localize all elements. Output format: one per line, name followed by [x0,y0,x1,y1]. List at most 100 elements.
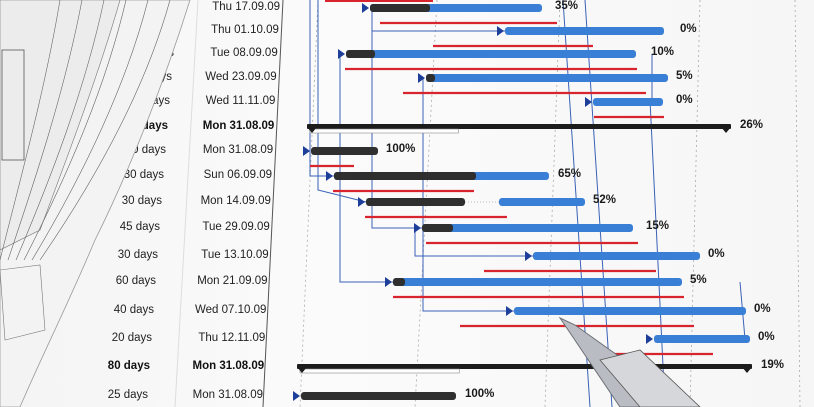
finish-date-cell: Mon 31.08.09 [192,360,265,372]
summary-start-marker [307,127,317,133]
percent-complete-label: 0% [708,248,725,260]
link-arrow-icon [497,26,504,36]
percent-complete-label: 10% [651,46,675,58]
summary-end-marker [742,367,752,373]
finish-date-cell: Tue 29.09.09 [202,221,270,233]
summary-end-marker [721,127,731,133]
task-bar [505,27,664,35]
percent-complete-label: 35% [555,0,579,12]
percent-complete-label: 65% [558,168,582,180]
percent-complete-label: 5% [676,70,693,82]
progress-bar [426,74,435,82]
link-arrow-icon [362,3,369,13]
finish-date-cell: Mon 31.08.09 [202,120,275,132]
task-bar [346,50,636,58]
column-divider [262,0,284,407]
duration-cell: 60 days [115,275,156,287]
link-arrow-icon [385,277,392,287]
finish-date-cell: Mon 14.09.09 [200,195,271,207]
task-bar [514,307,746,315]
percent-complete-label: 15% [646,220,670,232]
link-arrow-icon [358,197,365,207]
blueprint-line [31,0,149,261]
finish-date-cell: Wed 11.11.09 [205,95,276,107]
dependency-link [584,0,613,407]
progress-bar [370,4,430,12]
dependency-link [422,78,514,312]
blueprint-line [15,0,105,261]
dependency-link [317,0,367,203]
blueprint-line [0,0,61,261]
summary-start-marker [297,367,307,373]
progress-bar [422,224,453,232]
task-bar [393,278,682,286]
percent-complete-label: 0% [754,303,771,315]
duration-cell: 45 days [119,221,160,233]
duration-cell: 80 days [107,360,150,372]
column-divider [174,0,199,407]
dependency-link [414,228,533,257]
finish-date-cell: Mon 31.08.09 [202,144,274,156]
progress-bar [334,172,476,180]
duration-cell: 40 days [113,304,154,316]
blueprint-detail [1,49,25,161]
task-bar [593,98,663,106]
link-arrow-icon [303,146,310,156]
progress-bar [301,392,456,400]
blueprint-line [39,0,171,261]
blueprint-line [23,0,127,261]
percent-complete-label: 0% [758,331,775,343]
percent-complete-label: 5% [690,274,707,286]
duration-cell: 25 days [107,389,148,401]
finish-date-cell: Tue 08.09.09 [210,47,278,59]
task-bar [422,224,633,232]
task-bar [654,335,750,343]
duration-cell: 30 days [121,195,162,207]
finish-date-cell: Tue 13.10.09 [201,249,269,261]
finish-date-cell: Wed 23.09.09 [205,71,277,83]
percent-complete-label: 100% [386,143,416,155]
duration-cell: 30 days [123,169,164,181]
link-arrow-icon [338,49,345,59]
blueprint-line [7,0,83,261]
link-arrow-icon [646,334,653,344]
link-arrow-icon [418,73,425,83]
progress-bar [393,278,405,286]
progress-bar [311,147,378,155]
link-arrow-icon [293,391,300,401]
finish-date-cell: Thu 12.11.09 [198,332,266,344]
percent-complete-label: 19% [761,359,785,371]
task-bar [533,252,700,260]
finish-date-cell: Sun 06.09.09 [203,169,273,181]
duration-cell: days [141,120,168,132]
link-arrow-icon [585,97,592,107]
finish-date-cell: Mon 21.09.09 [197,275,268,287]
percent-complete-label: 26% [740,119,764,131]
summary-progress-hatch [309,128,459,134]
task-bar [426,74,668,82]
link-arrow-icon [414,223,421,233]
link-arrow-icon [525,251,532,261]
summary-bar [307,124,731,129]
finish-date-cell: Thu 01.10.09 [211,24,279,36]
percent-complete-label: 100% [465,388,495,400]
duration-cell: 30 days [117,249,158,261]
pen-grip [599,349,701,407]
summary-progress-hatch [299,368,460,374]
task-bar [499,198,585,206]
finish-date-cell: Mon 31.08.09 [192,389,263,401]
blueprint-detail [0,264,46,341]
finish-date-cell: Wed 07.10.09 [194,304,267,316]
duration-cell: 20 days [111,332,152,344]
percent-complete-label: 0% [680,23,697,35]
dependency-link [371,14,422,229]
progress-bar [346,50,375,58]
link-arrow-icon [326,171,333,181]
progress-bar [366,198,465,206]
duration-cell: 0 days [132,144,166,156]
finish-date-cell: Thu 17.09.09 [212,1,280,13]
percent-complete-label: 0% [676,94,693,106]
